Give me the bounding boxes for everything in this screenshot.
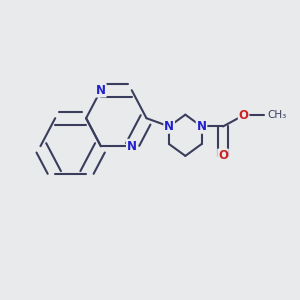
- Text: N: N: [196, 120, 206, 133]
- Text: N: N: [127, 140, 137, 153]
- Text: N: N: [96, 84, 106, 97]
- Text: O: O: [218, 149, 228, 162]
- Text: O: O: [238, 109, 249, 122]
- Text: CH₃: CH₃: [267, 110, 286, 120]
- Text: N: N: [164, 120, 174, 133]
